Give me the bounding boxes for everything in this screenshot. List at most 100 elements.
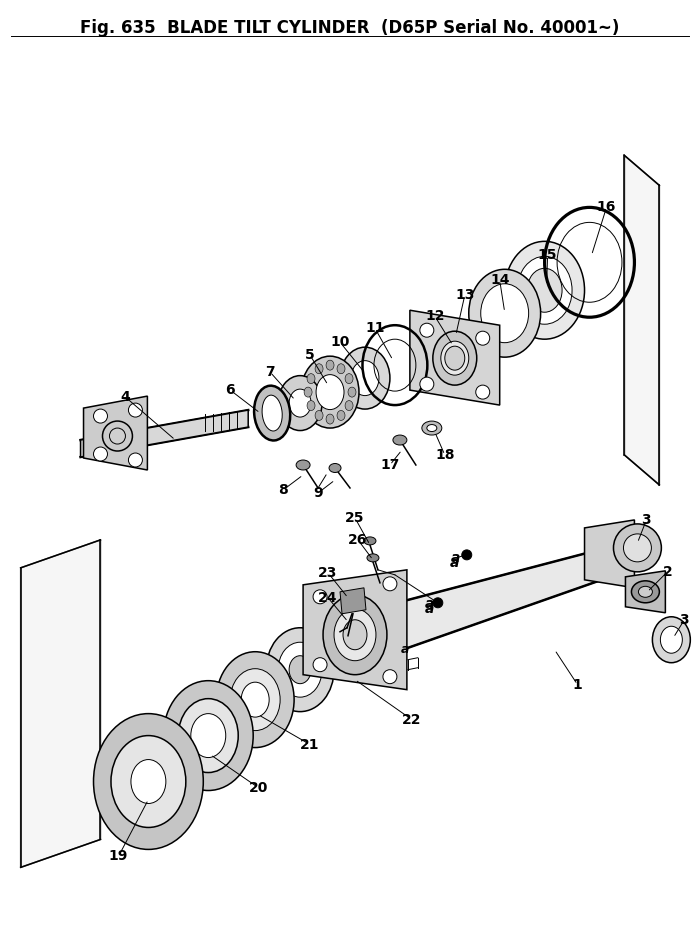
Ellipse shape xyxy=(266,628,334,712)
Ellipse shape xyxy=(315,363,323,374)
Ellipse shape xyxy=(278,375,322,430)
Polygon shape xyxy=(410,311,500,405)
Ellipse shape xyxy=(422,421,442,435)
Polygon shape xyxy=(303,570,407,690)
Ellipse shape xyxy=(527,268,562,312)
Ellipse shape xyxy=(326,414,334,424)
Ellipse shape xyxy=(343,620,367,650)
Text: 18: 18 xyxy=(435,448,454,462)
Ellipse shape xyxy=(393,435,407,445)
Text: 5: 5 xyxy=(305,349,315,362)
Polygon shape xyxy=(584,520,634,588)
Ellipse shape xyxy=(505,241,584,339)
Text: 3: 3 xyxy=(680,613,689,627)
Text: 13: 13 xyxy=(455,288,475,302)
Polygon shape xyxy=(340,538,645,672)
Ellipse shape xyxy=(469,269,540,357)
Polygon shape xyxy=(626,571,666,613)
Ellipse shape xyxy=(262,395,282,431)
Ellipse shape xyxy=(278,642,322,697)
Circle shape xyxy=(128,403,142,417)
Text: 20: 20 xyxy=(248,781,268,794)
Circle shape xyxy=(94,447,108,461)
Circle shape xyxy=(383,669,397,684)
Ellipse shape xyxy=(254,386,290,440)
Circle shape xyxy=(109,428,125,444)
Ellipse shape xyxy=(345,374,353,384)
Text: 1: 1 xyxy=(573,678,582,692)
Ellipse shape xyxy=(345,400,353,411)
Ellipse shape xyxy=(329,464,341,473)
Ellipse shape xyxy=(337,363,345,374)
Ellipse shape xyxy=(481,284,528,343)
Polygon shape xyxy=(21,540,101,868)
Ellipse shape xyxy=(326,361,334,370)
Text: 26: 26 xyxy=(349,533,368,547)
Text: 22: 22 xyxy=(402,713,421,727)
Ellipse shape xyxy=(178,699,238,772)
Ellipse shape xyxy=(631,581,659,603)
Circle shape xyxy=(476,331,490,345)
Text: 9: 9 xyxy=(314,486,323,500)
Text: 25: 25 xyxy=(345,511,365,525)
Text: 17: 17 xyxy=(380,458,400,472)
Text: a: a xyxy=(425,602,435,616)
Text: 14: 14 xyxy=(490,273,510,287)
Ellipse shape xyxy=(94,714,203,849)
Text: 6: 6 xyxy=(225,383,235,397)
Ellipse shape xyxy=(191,714,225,757)
Ellipse shape xyxy=(444,346,465,370)
Text: 7: 7 xyxy=(265,365,275,379)
Ellipse shape xyxy=(296,460,310,470)
Circle shape xyxy=(433,598,443,608)
Ellipse shape xyxy=(334,609,376,661)
Text: a: a xyxy=(450,556,459,570)
Circle shape xyxy=(420,324,434,337)
Text: 16: 16 xyxy=(597,200,616,214)
Ellipse shape xyxy=(517,256,572,324)
Circle shape xyxy=(313,590,327,603)
Circle shape xyxy=(420,377,434,391)
Ellipse shape xyxy=(111,736,186,828)
Ellipse shape xyxy=(652,616,690,663)
Circle shape xyxy=(383,577,397,590)
Ellipse shape xyxy=(301,356,359,428)
Ellipse shape xyxy=(304,387,312,397)
Ellipse shape xyxy=(230,668,280,730)
Ellipse shape xyxy=(315,411,323,421)
Polygon shape xyxy=(80,410,248,457)
Ellipse shape xyxy=(433,331,477,385)
Text: a: a xyxy=(451,551,461,565)
Text: 12: 12 xyxy=(425,310,444,324)
Text: a: a xyxy=(400,643,409,656)
Ellipse shape xyxy=(289,655,311,684)
Text: 19: 19 xyxy=(108,849,128,863)
Text: 10: 10 xyxy=(330,336,350,349)
Ellipse shape xyxy=(131,759,166,804)
Ellipse shape xyxy=(307,400,315,411)
Ellipse shape xyxy=(340,348,390,409)
Circle shape xyxy=(462,550,472,560)
Ellipse shape xyxy=(289,389,311,417)
Ellipse shape xyxy=(337,411,345,421)
Ellipse shape xyxy=(441,341,469,375)
Text: 2: 2 xyxy=(662,565,672,578)
Ellipse shape xyxy=(307,374,315,384)
Ellipse shape xyxy=(364,537,376,545)
Circle shape xyxy=(476,385,490,400)
Text: Fig. 635  BLADE TILT CYLINDER  (D65P Serial No. 40001~): Fig. 635 BLADE TILT CYLINDER (D65P Seria… xyxy=(80,19,620,37)
Text: 23: 23 xyxy=(318,565,337,579)
Text: 15: 15 xyxy=(538,248,557,262)
Ellipse shape xyxy=(427,425,437,432)
Ellipse shape xyxy=(316,375,344,410)
Text: 24: 24 xyxy=(318,590,338,604)
Ellipse shape xyxy=(163,680,253,791)
Text: 4: 4 xyxy=(120,390,130,404)
Text: 11: 11 xyxy=(365,321,385,336)
Text: a: a xyxy=(425,597,435,611)
Ellipse shape xyxy=(216,652,294,747)
Ellipse shape xyxy=(348,387,356,397)
Ellipse shape xyxy=(638,586,652,597)
Text: 8: 8 xyxy=(279,483,288,497)
Ellipse shape xyxy=(323,595,387,675)
